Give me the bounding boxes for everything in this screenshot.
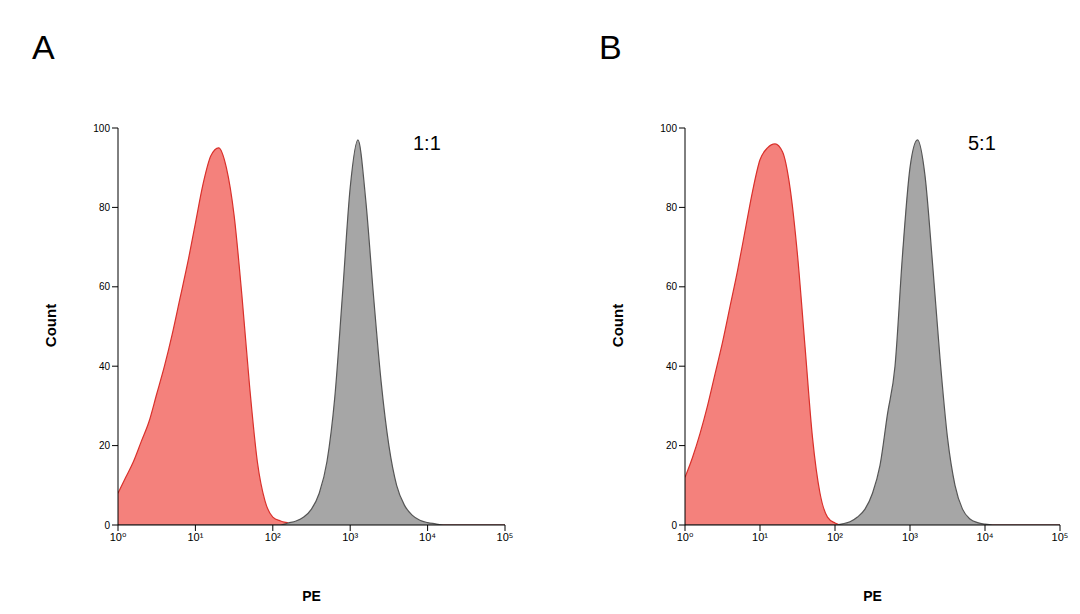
svg-text:10⁴: 10⁴ <box>419 531 436 543</box>
svg-text:10³: 10³ <box>902 531 918 543</box>
svg-text:20: 20 <box>666 440 678 451</box>
svg-text:60: 60 <box>99 281 111 292</box>
html-text:PE: PE <box>302 588 321 604</box>
html-text:Count: Count <box>41 303 59 347</box>
svg-text:0: 0 <box>671 520 677 531</box>
svg-text:10⁵: 10⁵ <box>497 531 514 543</box>
svg-text:10⁰: 10⁰ <box>110 531 127 543</box>
svg-text:10²: 10² <box>827 531 843 543</box>
svg-text:10¹: 10¹ <box>752 531 768 543</box>
svg-text:10⁰: 10⁰ <box>677 531 694 543</box>
svg-text:40: 40 <box>99 361 111 372</box>
html-text:5:1: 5:1 <box>968 132 996 154</box>
svg-text:10⁵: 10⁵ <box>1052 531 1069 543</box>
html-text:A: A <box>32 28 55 66</box>
svg-text:40: 40 <box>666 361 678 372</box>
svg-text:10¹: 10¹ <box>187 531 203 543</box>
svg-text:10⁴: 10⁴ <box>977 531 994 543</box>
svg-text:10³: 10³ <box>342 531 358 543</box>
html-text:Count: Count <box>608 303 626 347</box>
html-text:1:1: 1:1 <box>413 132 441 154</box>
svg-text:10²: 10² <box>265 531 281 543</box>
svg-text:100: 100 <box>93 123 110 134</box>
svg-text:60: 60 <box>666 281 678 292</box>
svg-text:80: 80 <box>99 202 111 213</box>
svg-text:0: 0 <box>104 520 110 531</box>
svg-text:80: 80 <box>666 202 678 213</box>
svg-text:100: 100 <box>660 123 677 134</box>
html-text:PE: PE <box>863 588 882 604</box>
svg-text:20: 20 <box>99 440 111 451</box>
html-text:B: B <box>599 28 622 66</box>
